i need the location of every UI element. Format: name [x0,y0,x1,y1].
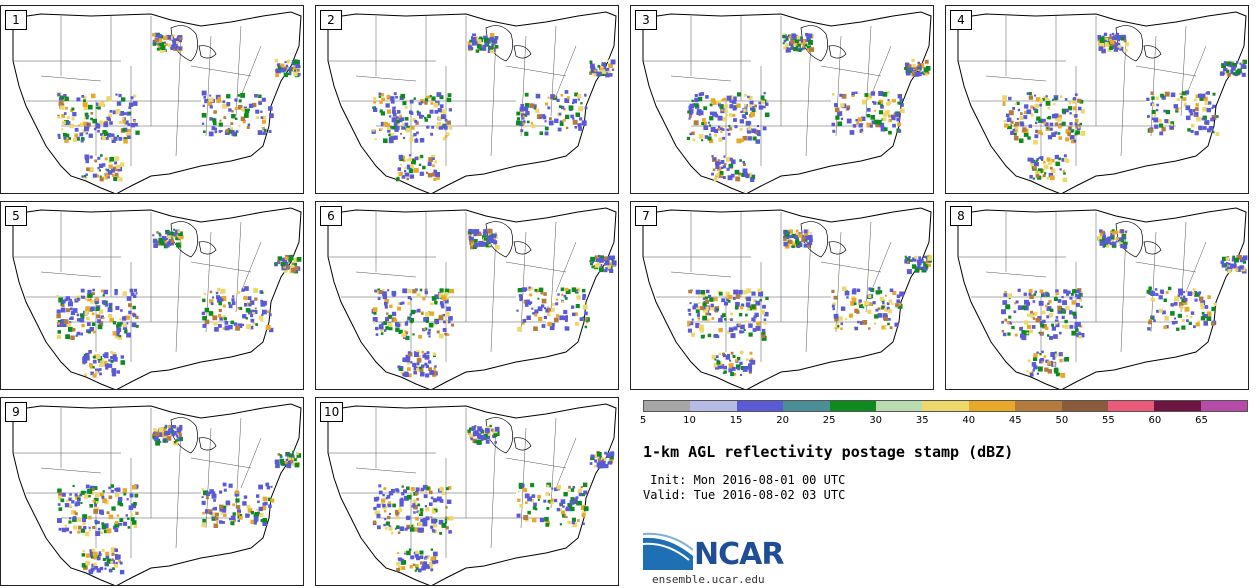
echo-cells [1001,229,1248,378]
forecast-panel-2: 2 [315,5,619,194]
reflectivity-map [12,403,302,585]
echo-cells [56,32,301,182]
colorbar-tick-label: 65 [1195,415,1208,426]
ensemble-url: ensemble.ucar.edu [652,573,765,586]
colorbar-tick-label: 10 [683,415,696,426]
panel-member-number: 3 [635,10,657,30]
reflectivity-map [12,11,302,193]
colorbar-swatch [1061,401,1108,411]
colorbar-tick-label: 20 [776,415,789,426]
colorbar-swatch [1200,401,1248,411]
colorbar-swatch [1154,401,1201,411]
panel-member-number: 7 [635,206,657,226]
reflectivity-map [327,11,617,193]
reflectivity-map [957,207,1248,389]
reflectivity-map [642,11,932,193]
forecast-panel-6: 6 [315,201,619,390]
init-time: Init: Mon 2016-08-01 00 UTC [643,473,846,487]
forecast-panel-3: 3 [630,5,934,194]
colorbar-tick-label: 60 [1148,415,1162,426]
colorbar-tick-label: 30 [869,415,883,426]
panel-member-number: 8 [950,206,972,226]
colorbar-swatch [1107,401,1155,411]
colorbar-tick-label: 55 [1102,415,1115,426]
colorbar-swatch [783,401,830,411]
colorbar-tick-label: 15 [729,415,743,426]
forecast-panel-5: 5 [0,201,304,390]
forecast-panel-1: 1 [0,5,304,194]
forecast-panel-4: 4 [945,5,1249,194]
panel-member-number: 9 [5,402,27,422]
reflectivity-map [327,207,617,389]
echo-cells [56,228,302,378]
echo-cells [687,229,933,377]
colorbar-swatch [1015,401,1062,411]
reflectivity-map [957,11,1247,193]
echo-cells [57,424,302,575]
panel-member-number: 6 [320,206,342,226]
ncar-logo-icon [643,532,693,570]
colorbar-swatch [922,401,969,411]
echo-cells [686,33,931,182]
panel-member-number: 10 [320,402,344,422]
colorbar-swatch [644,401,691,411]
reflectivity-map [12,207,302,389]
ncar-logo-text: NCAR [694,537,784,572]
colorbar-tick-label: 50 [1055,415,1069,426]
panel-member-number: 1 [5,10,27,30]
echo-cells [371,228,617,378]
colorbar-swatch [736,401,784,411]
colorbar-swatch [690,401,737,411]
panel-member-number: 5 [5,206,27,226]
reflectivity-map [642,207,933,389]
reflectivity-colorbar [643,400,1248,412]
forecast-panel-10: 10 [315,397,619,586]
reflectivity-map [327,403,617,585]
colorbar-tick-label: 5 [639,415,647,426]
echo-cells [372,424,615,573]
colorbar-swatch [875,401,923,411]
colorbar-tick-label: 35 [915,415,929,426]
forecast-panel-7: 7 [630,201,934,390]
echo-cells [1002,32,1247,183]
colorbar-swatch [968,401,1016,411]
colorbar-swatch [829,401,876,411]
colorbar-ticks: 5 10 15 20 25 30 35 40 45 50 55 60 65 [639,415,1248,429]
panel-member-number: 4 [950,10,972,30]
forecast-panel-8: 8 [945,201,1249,390]
panel-member-number: 2 [320,10,342,30]
product-title: 1-km AGL reflectivity postage stamp (dBZ… [643,443,1014,461]
echo-cells [371,33,616,182]
colorbar-tick-label: 25 [822,415,836,426]
colorbar-tick-label: 40 [962,415,976,426]
valid-time: Valid: Tue 2016-08-02 03 UTC [643,488,846,502]
colorbar-tick-label: 45 [1008,415,1022,426]
forecast-panel-9: 9 [0,397,304,586]
